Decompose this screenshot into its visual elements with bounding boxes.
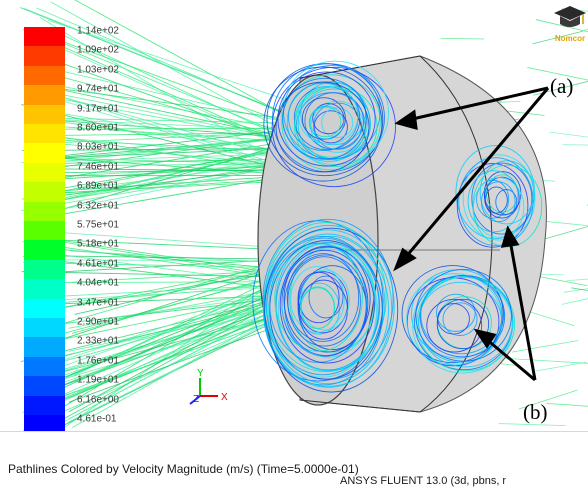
colorbar-tick-label: 4.61e+01	[77, 258, 119, 269]
colorbar-tick-label: 4.61e-01	[77, 414, 116, 425]
colorbar-swatch	[24, 318, 65, 338]
colorbar-tick-label: 2.33e+01	[77, 336, 119, 347]
logo-text: Nomcor	[555, 34, 585, 43]
colorbar-swatch	[24, 299, 65, 319]
colorbar-swatch	[24, 46, 65, 66]
product-label: ANSYS FLUENT 13.0 (3d, pbns, r	[340, 475, 506, 487]
colorbar-tick-label: 6.89e+01	[77, 181, 119, 192]
colorbar-tick-label: 6.16e+00	[77, 394, 119, 405]
status-footer: Pathlines Colored by Velocity Magnitude …	[0, 431, 588, 502]
colorbar-tick-label: 7.46e+01	[77, 161, 119, 172]
colorbar-tick-label: 4.04e+01	[77, 278, 119, 289]
annotation-label-a: (a)	[550, 74, 573, 99]
colorbar-tick-label: 9.17e+01	[77, 103, 119, 114]
colorbar-swatch	[24, 376, 65, 396]
colorbar-tick-label: 5.18e+01	[77, 239, 119, 250]
colorbar-swatch	[24, 396, 65, 416]
axis-label-y: Y	[197, 368, 204, 379]
colorbar-swatch	[24, 105, 65, 125]
colorbar-swatch	[24, 143, 65, 163]
colorbar-tick-label: 8.60e+01	[77, 123, 119, 134]
plot-caption: Pathlines Colored by Velocity Magnitude …	[8, 462, 359, 476]
axis-triad: Y X Z	[190, 368, 228, 405]
axis-label-z: Z	[193, 394, 199, 405]
colorbar-tick-label: 3.47e+01	[77, 297, 119, 308]
colorbar-swatch	[24, 221, 65, 241]
colorbar-tick-label: 6.32e+01	[77, 200, 119, 211]
colorbar-swatch	[24, 279, 65, 299]
colorbar-tick-label: 9.74e+01	[77, 84, 119, 95]
colorbar-swatch	[24, 182, 65, 202]
colorbar-swatch	[24, 240, 65, 260]
annotation-label-b: (b)	[523, 400, 548, 425]
colorbar-swatch	[24, 66, 65, 86]
graduation-cap-icon: Nomcor	[552, 2, 588, 46]
colorbar-swatch	[24, 260, 65, 280]
colorbar-tick-label: 1.09e+02	[77, 45, 119, 56]
colorbar-tick-label: 1.19e+01	[77, 375, 119, 386]
colorbar-swatch	[24, 337, 65, 357]
colorbar-swatch	[24, 163, 65, 183]
colorbar-tick-label: 1.14e+02	[77, 26, 119, 37]
colorbar-swatch	[24, 124, 65, 144]
colorbar-swatch	[24, 415, 65, 431]
graphics-viewport[interactable]: Y X Z 1.14e+02 1.09e+02 1.03e+02 9.74e+01 9.…	[0, 0, 588, 431]
colorbar-swatch	[24, 357, 65, 377]
colorbar-tick-label: 1.03e+02	[77, 64, 119, 75]
axis-label-x: X	[221, 392, 228, 403]
colorbar-tick-label: 1.76e+01	[77, 355, 119, 366]
colorbar-swatch	[24, 27, 65, 47]
colorbar-tick-label: 5.75e+01	[77, 220, 119, 231]
colorbar-tick-label: 2.90e+01	[77, 317, 119, 328]
nomcor-logo: Nomcor	[552, 2, 588, 46]
colorbar-swatch	[24, 85, 65, 105]
colorbar-swatch	[24, 202, 65, 222]
colorbar-tick-label: 8.03e+01	[77, 142, 119, 153]
